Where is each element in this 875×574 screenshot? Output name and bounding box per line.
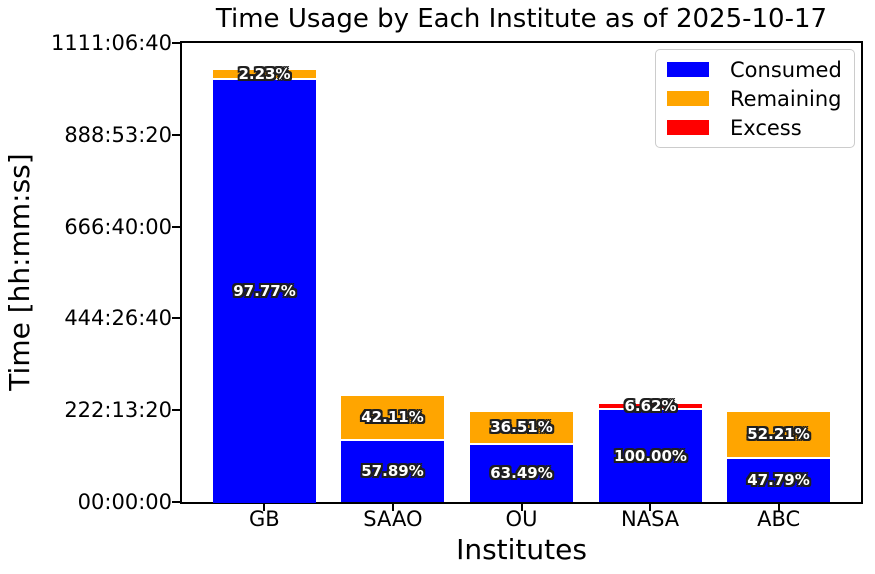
legend-label: Excess (730, 115, 802, 140)
y-tick-mark (172, 42, 180, 44)
bar-percentage-label: 100.00% (614, 446, 687, 465)
y-tick-mark (172, 133, 180, 136)
bar-segment-consumed: 63.49% (470, 445, 573, 502)
bar-percentage-label: 57.89% (361, 462, 424, 480)
bar-segment-consumed: 100.00% (599, 410, 702, 502)
bar-ou: 36.51% 63.49% (470, 412, 573, 502)
y-tick-mark (172, 317, 180, 320)
bar-segment-remaining: 36.51% (470, 412, 573, 445)
legend-label: Remaining (730, 86, 842, 111)
x-axis-label: Institutes (456, 533, 587, 566)
bar-percentage-label: 47.79% (747, 471, 810, 489)
bar-gb: 2.23% 97.77% (213, 64, 316, 503)
legend-entry-excess: Excess (656, 114, 854, 142)
bar-percentage-label: 6.62% (624, 396, 677, 415)
legend-entry-consumed: Consumed (656, 56, 854, 84)
bar-segment-excess: 6.62% (599, 398, 702, 413)
x-tick-mark (263, 504, 266, 511)
bar-segment-consumed: 57.89% (341, 441, 444, 502)
bar-percentage-label: 97.77% (233, 282, 296, 300)
y-tick-mark (172, 225, 180, 228)
bar-nasa: 6.62% 100.00% (599, 398, 702, 502)
y-tick-label: 222:13:20 (64, 398, 172, 423)
legend-color-patch (667, 120, 709, 135)
x-tick-mark (777, 504, 780, 511)
y-tick-label: 444:26:40 (64, 306, 172, 331)
bar-abc: 52.21% 47.79% (727, 412, 830, 502)
bar-percentage-label: 63.49% (490, 464, 553, 482)
bar-segment-remaining: 2.23% (213, 64, 316, 83)
x-tick-mark (391, 504, 394, 511)
y-tick-mark (172, 501, 180, 503)
x-tick-label-saao: SAAO (363, 507, 423, 531)
x-tick-label-ou: OU (505, 507, 538, 531)
x-tick-mark (649, 504, 652, 511)
bar-segment-remaining: 52.21% (727, 412, 830, 459)
legend: Consumed Remaining Excess (655, 49, 855, 148)
bar-segment-remaining: 42.11% (341, 396, 444, 441)
bar-percentage-label: 36.51% (490, 418, 553, 436)
bar-saao: 42.11% 57.89% (341, 396, 444, 502)
chart-title: Time Usage by Each Institute as of 2025-… (215, 4, 828, 34)
legend-entry-remaining: Remaining (656, 85, 854, 113)
x-tick-label-abc: ABC (757, 507, 801, 531)
y-tick-label: 666:40:00 (64, 214, 172, 239)
bar-segment-consumed: 97.77% (213, 80, 316, 503)
y-tick-label: 00:00:00 (77, 490, 172, 514)
legend-label: Consumed (730, 57, 842, 82)
y-tick-label: 1111:06:40 (50, 31, 172, 55)
y-tick-label: 888:53:20 (64, 122, 172, 147)
x-tick-mark (520, 504, 523, 511)
bar-segment-consumed: 47.79% (727, 459, 830, 502)
bar-percentage-label: 2.23% (238, 64, 291, 83)
x-tick-label-nasa: NASA (621, 507, 680, 531)
x-tick-label-gb: GB (248, 507, 280, 531)
legend-color-patch (667, 91, 709, 106)
y-axis-label: Time [hh:mm:ss] (3, 153, 36, 391)
plot-area: 2.23% 97.77% 42.11% 57.89% 36.51% 63.49% 6.62%… (180, 41, 863, 504)
y-tick-mark (172, 409, 180, 412)
bar-percentage-label: 52.21% (747, 425, 810, 443)
bar-percentage-label: 42.11% (361, 408, 424, 426)
legend-color-patch (667, 62, 709, 77)
